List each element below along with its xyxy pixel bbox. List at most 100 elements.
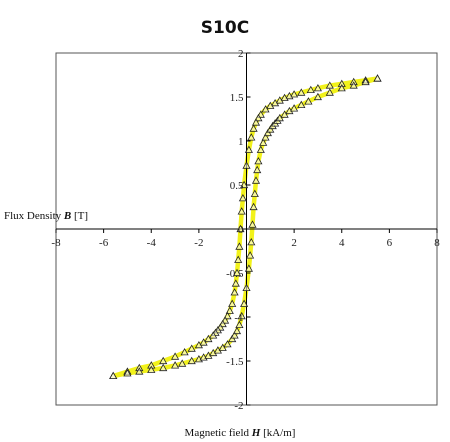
x-tick-label: -6 <box>99 237 109 249</box>
axes-layer <box>55 52 438 406</box>
data-point-marker <box>275 113 284 122</box>
data-point-marker <box>285 91 294 100</box>
x-axis-label: Magnetic field H [kA/m] <box>185 427 296 439</box>
x-tick-label: 6 <box>387 237 393 249</box>
chart-title: S10C <box>201 18 249 38</box>
data-point-marker <box>218 343 227 351</box>
data-point-marker <box>253 165 262 174</box>
data-point-marker <box>230 288 239 296</box>
data-point-marker <box>180 347 189 356</box>
data-point-marker <box>240 180 249 189</box>
y-axis-label-variable: B <box>63 210 71 222</box>
y-axis-label: Flux Density B [T] <box>4 210 88 222</box>
data-point-marker <box>171 352 180 360</box>
data-point-marker <box>231 279 240 287</box>
marker-layer <box>109 74 382 380</box>
data-point-marker <box>109 371 118 380</box>
y-tick-labels: 2 1.5 1 0.5 0 -0.5 -1 -1.5 -2 <box>226 48 244 412</box>
data-point-marker <box>223 340 232 348</box>
data-point-marker <box>194 340 203 349</box>
data-point-marker <box>250 189 259 197</box>
data-point-marker <box>304 97 313 105</box>
data-point-marker <box>313 83 322 92</box>
data-point-marker <box>266 101 275 109</box>
data-point-marker <box>171 361 180 369</box>
x-axis-label-prefix: Magnetic field <box>185 427 252 439</box>
x-tick-label: -8 <box>51 237 61 249</box>
y-tick-label: -1.5 <box>226 356 244 368</box>
data-point-marker <box>271 98 280 107</box>
data-point-marker <box>234 255 243 263</box>
data-point-marker <box>244 264 253 272</box>
data-point-marker <box>251 176 261 184</box>
data-point-marker <box>261 105 270 113</box>
hysteresis-curve-2 <box>110 76 380 379</box>
data-point-marker <box>159 356 168 365</box>
y-tick-label: 0.5 <box>230 180 244 192</box>
data-point-marker <box>246 251 255 259</box>
data-point-marker <box>178 359 187 367</box>
data-point-marker <box>225 306 234 314</box>
data-point-marker <box>280 110 289 118</box>
x-tick-label: -4 <box>147 237 157 249</box>
data-point-marker <box>313 92 322 101</box>
data-point-marker <box>147 365 156 373</box>
data-point-marker <box>235 320 244 329</box>
hysteresis-curve-layer <box>110 76 380 379</box>
data-point-marker <box>240 299 249 307</box>
y-tick-label: 1.5 <box>230 92 244 104</box>
data-point-marker <box>230 331 239 339</box>
data-point-marker <box>261 133 270 141</box>
data-point-marker <box>263 128 272 137</box>
data-point-marker <box>325 88 334 96</box>
y-tick-label: -2 <box>234 400 243 412</box>
data-point-marker <box>244 145 253 153</box>
data-point-marker <box>237 311 246 320</box>
data-point-marker <box>306 85 315 93</box>
data-point-marker <box>256 145 265 153</box>
data-point-marker <box>236 224 245 233</box>
data-point-marker <box>247 237 256 246</box>
y-tick-label: -0.5 <box>226 268 244 280</box>
data-point-marker <box>248 220 257 228</box>
data-point-marker <box>361 77 370 86</box>
data-point-marker <box>209 331 218 339</box>
data-point-marker <box>228 299 237 307</box>
data-point-marker <box>135 367 144 375</box>
x-axis-label-variable: H <box>251 427 261 439</box>
data-point-marker <box>223 311 232 320</box>
data-point-marker <box>266 125 275 133</box>
data-point-marker <box>204 334 213 343</box>
y-tick-label: 2 <box>238 48 244 60</box>
data-point-marker <box>325 81 334 89</box>
y-tick-label: 1 <box>238 136 244 148</box>
data-point-marker <box>280 93 289 101</box>
data-point-marker <box>199 338 208 346</box>
data-point-marker <box>290 104 299 112</box>
data-point-marker <box>254 156 263 165</box>
data-point-marker <box>242 283 251 292</box>
data-point-marker <box>247 133 256 141</box>
x-tick-label: 8 <box>434 237 440 249</box>
x-axis-label-unit: [kA/m] <box>260 427 295 439</box>
data-point-marker <box>159 363 168 372</box>
y-axis-label-unit: [T] <box>71 210 88 222</box>
data-point-marker <box>232 268 242 277</box>
data-point-marker <box>297 100 306 108</box>
data-point-marker <box>290 90 299 98</box>
data-point-marker <box>235 242 244 250</box>
data-point-marker <box>228 334 237 343</box>
data-point-marker <box>373 74 382 82</box>
x-tick-label: 4 <box>339 237 345 249</box>
data-point-marker <box>187 344 196 352</box>
data-point-marker <box>297 88 306 96</box>
data-point-marker <box>349 81 358 89</box>
y-tick-label: 0 <box>238 224 244 236</box>
data-point-marker <box>254 113 263 122</box>
y-tick-label: -1 <box>234 312 243 324</box>
x-tick-label: 2 <box>291 237 297 249</box>
data-point-marker <box>237 207 246 215</box>
hysteresis-curve-1 <box>110 76 380 379</box>
y-axis-label-prefix: Flux Density <box>4 210 64 222</box>
